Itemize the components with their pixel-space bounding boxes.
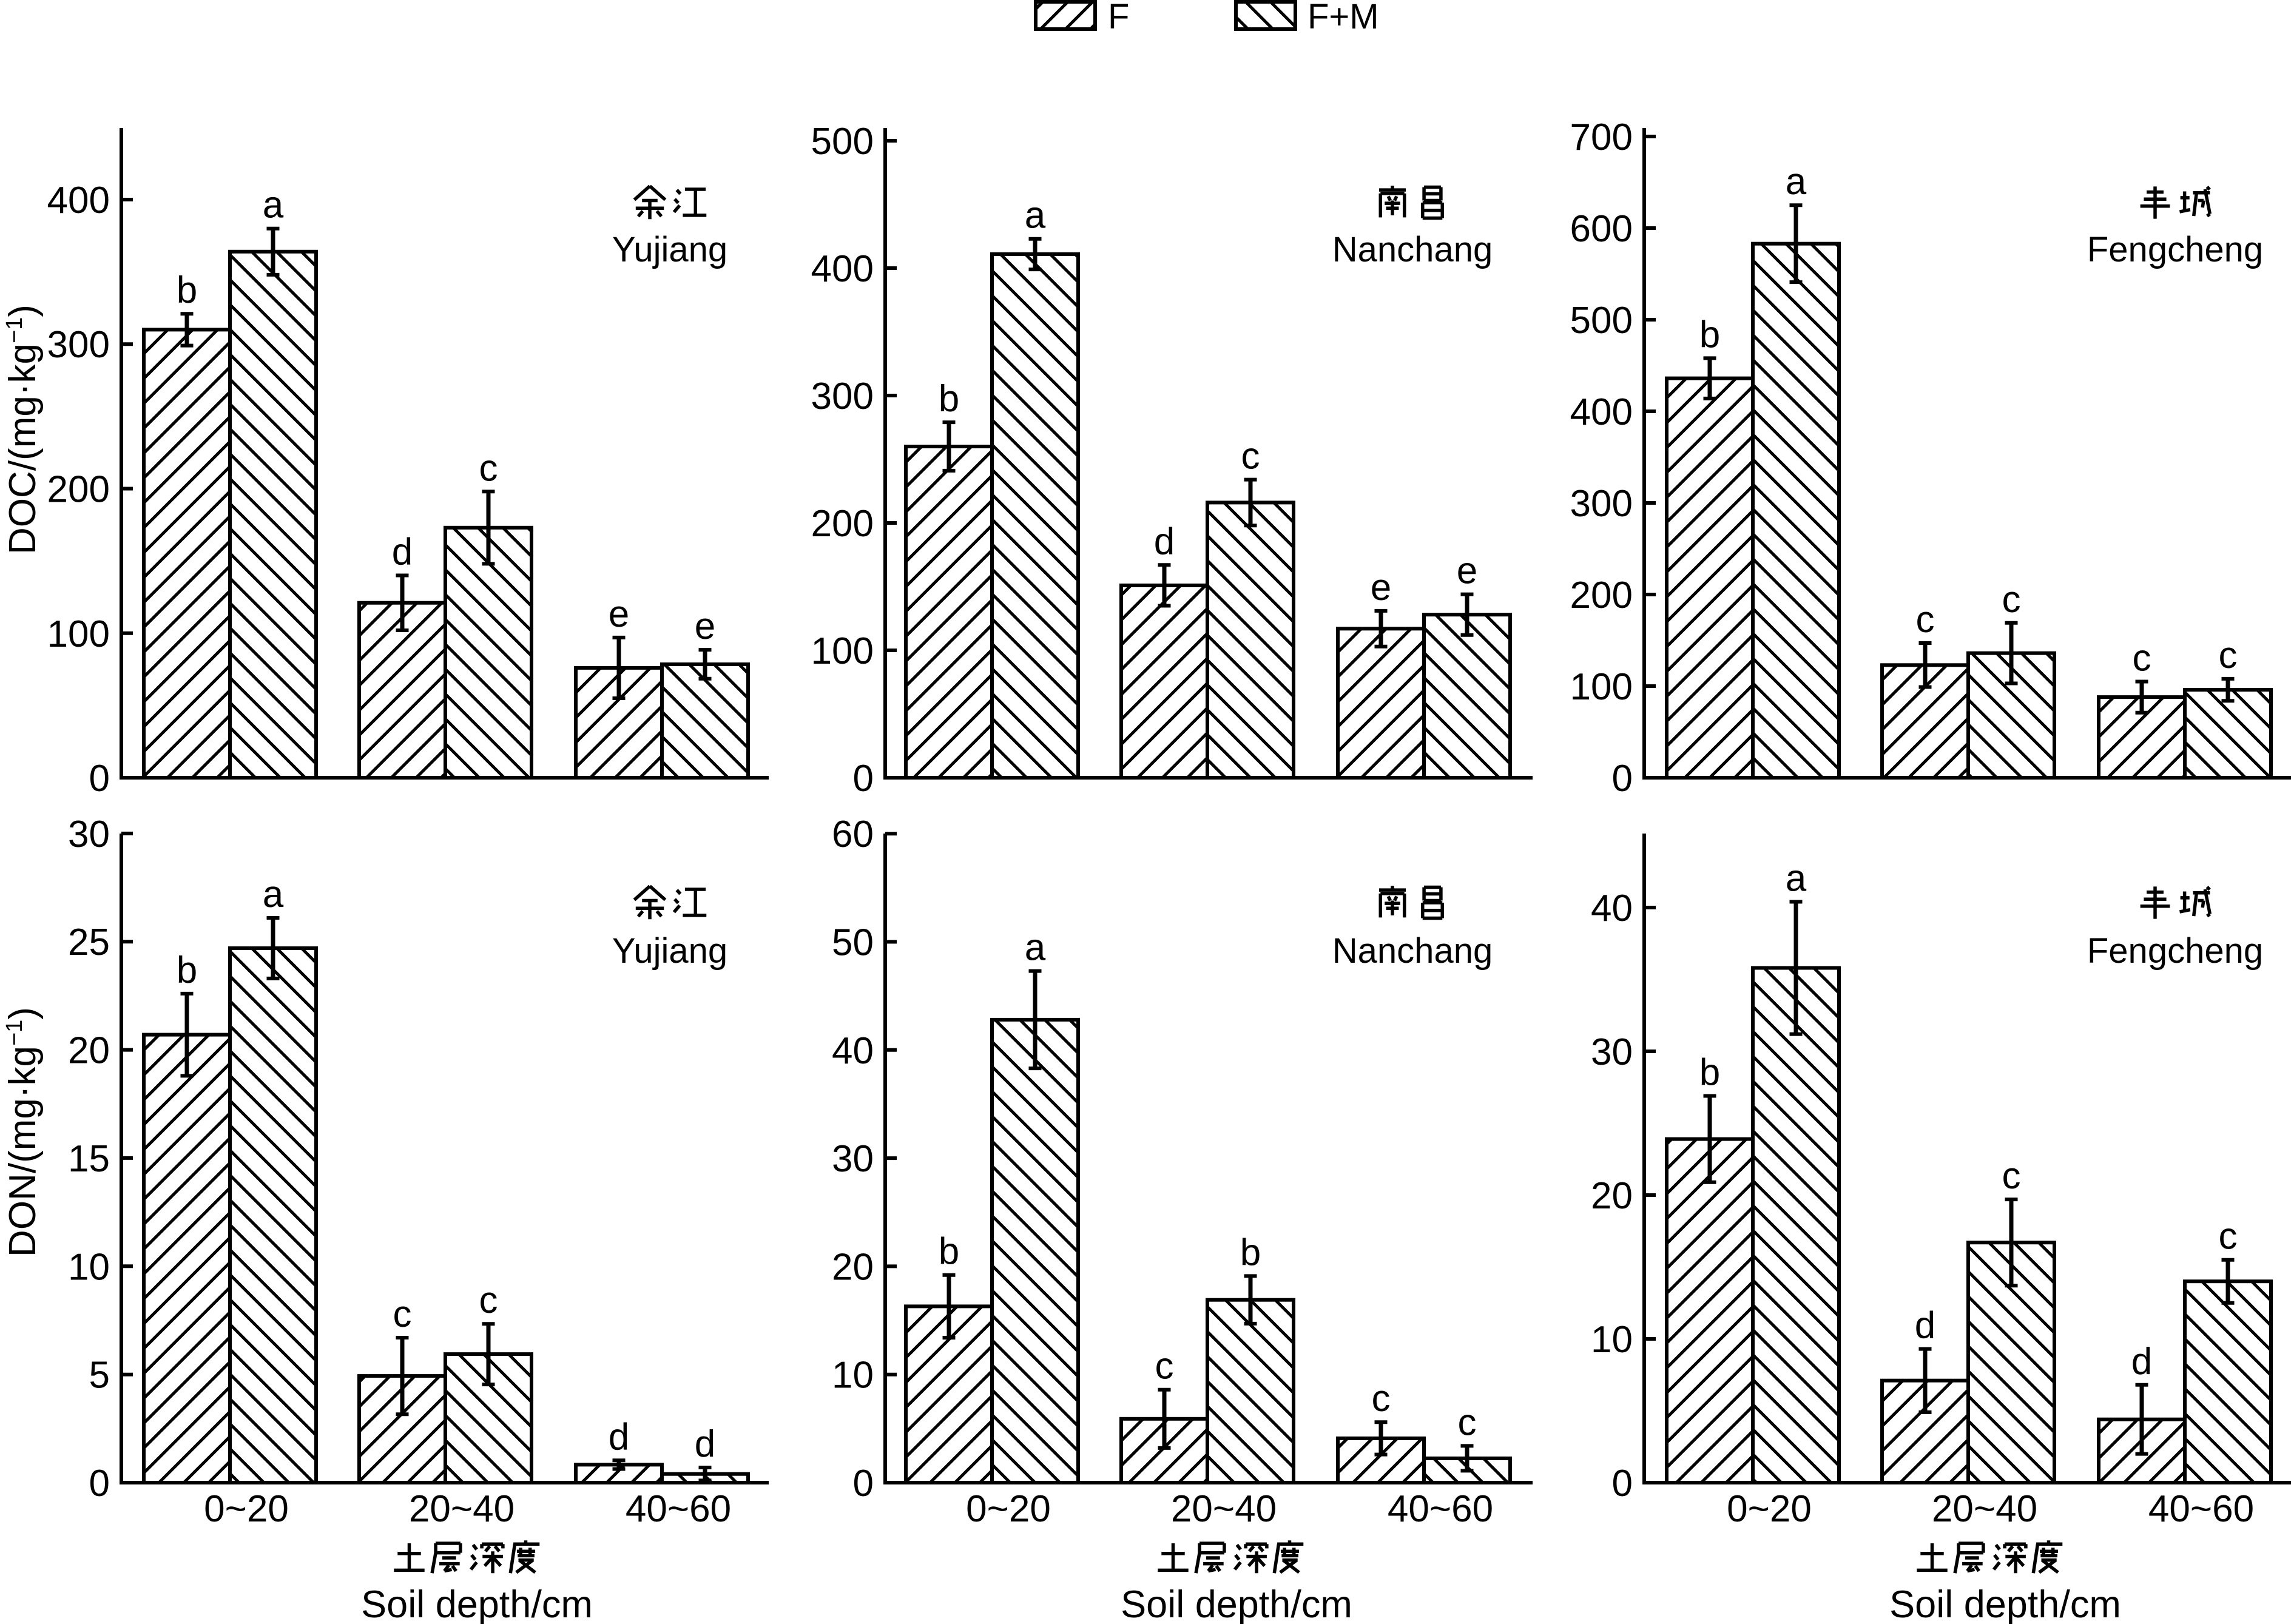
svg-text:400: 400 xyxy=(1570,391,1633,433)
svg-text:a: a xyxy=(1025,195,1046,237)
svg-text:b: b xyxy=(1699,1052,1720,1094)
svg-text:0: 0 xyxy=(89,1463,110,1504)
svg-text:0: 0 xyxy=(89,758,110,800)
svg-text:10: 10 xyxy=(68,1246,110,1288)
svg-text:200: 200 xyxy=(811,503,874,545)
svg-text:d: d xyxy=(1915,1305,1935,1347)
svg-text:d: d xyxy=(609,1416,629,1458)
svg-text:d: d xyxy=(695,1423,715,1465)
svg-text:300: 300 xyxy=(811,376,874,417)
svg-text:Soil depth/cm: Soil depth/cm xyxy=(1889,1583,2121,1624)
svg-text:c: c xyxy=(393,1293,412,1335)
svg-text:c: c xyxy=(1372,1378,1391,1420)
svg-text:25: 25 xyxy=(68,922,110,963)
svg-text:d: d xyxy=(392,531,413,573)
svg-text:b: b xyxy=(177,269,197,311)
svg-text:0~20: 0~20 xyxy=(966,1488,1051,1530)
svg-text:Yujiang: Yujiang xyxy=(612,931,727,971)
svg-text:0: 0 xyxy=(1612,1463,1633,1504)
svg-text:c: c xyxy=(2133,638,2151,679)
svg-text:30: 30 xyxy=(832,1138,874,1180)
svg-text:0: 0 xyxy=(853,1463,874,1504)
svg-text:30: 30 xyxy=(1591,1031,1633,1073)
svg-text:Nanchang: Nanchang xyxy=(1332,230,1493,269)
svg-text:a: a xyxy=(1786,858,1807,900)
svg-text:Yujiang: Yujiang xyxy=(612,230,727,269)
svg-text:e: e xyxy=(1457,550,1477,592)
svg-text:500: 500 xyxy=(1570,300,1633,342)
svg-text:Nanchang: Nanchang xyxy=(1332,931,1493,971)
svg-text:b: b xyxy=(1699,314,1720,355)
svg-text:F: F xyxy=(1108,0,1129,36)
svg-text:b: b xyxy=(177,949,197,991)
svg-text:c: c xyxy=(479,447,498,489)
svg-text:400: 400 xyxy=(811,248,874,290)
svg-text:400: 400 xyxy=(47,180,110,221)
svg-text:0~20: 0~20 xyxy=(204,1488,289,1530)
svg-text:c: c xyxy=(2002,579,2021,621)
svg-text:0: 0 xyxy=(853,758,874,800)
svg-text:15: 15 xyxy=(68,1138,110,1180)
svg-text:e: e xyxy=(609,593,629,635)
svg-text:700: 700 xyxy=(1570,116,1633,158)
svg-text:b: b xyxy=(939,378,959,420)
svg-text:a: a xyxy=(1786,161,1807,203)
svg-text:100: 100 xyxy=(811,630,874,672)
svg-text:200: 200 xyxy=(1570,574,1633,616)
svg-text:Soil depth/cm: Soil depth/cm xyxy=(361,1583,593,1624)
svg-text:20: 20 xyxy=(832,1246,874,1288)
svg-text:DOC/(mg·kg−1): DOC/(mg·kg−1) xyxy=(2,305,44,554)
svg-text:0: 0 xyxy=(1612,758,1633,800)
svg-text:30: 30 xyxy=(68,814,110,855)
svg-text:c: c xyxy=(2219,1216,2238,1258)
svg-text:40: 40 xyxy=(832,1030,874,1072)
svg-text:a: a xyxy=(1025,927,1046,969)
svg-text:5: 5 xyxy=(89,1355,110,1397)
svg-text:d: d xyxy=(2131,1341,2152,1383)
svg-text:20~40: 20~40 xyxy=(1171,1488,1277,1530)
svg-text:20~40: 20~40 xyxy=(409,1488,515,1530)
svg-text:300: 300 xyxy=(1570,483,1633,525)
svg-text:20~40: 20~40 xyxy=(1932,1488,2037,1530)
svg-text:a: a xyxy=(263,184,284,226)
svg-text:c: c xyxy=(2219,635,2238,676)
svg-text:600: 600 xyxy=(1570,208,1633,250)
svg-text:50: 50 xyxy=(832,922,874,964)
svg-text:c: c xyxy=(1916,599,1935,641)
svg-text:c: c xyxy=(1458,1401,1477,1443)
svg-text:40~60: 40~60 xyxy=(2148,1488,2254,1530)
svg-text:b: b xyxy=(939,1231,959,1273)
svg-text:d: d xyxy=(1154,521,1175,562)
svg-text:300: 300 xyxy=(47,324,110,366)
svg-text:DON/(mg·kg−1): DON/(mg·kg−1) xyxy=(2,1007,44,1257)
svg-text:F+M: F+M xyxy=(1307,0,1379,36)
svg-text:c: c xyxy=(1241,436,1260,477)
svg-text:c: c xyxy=(2002,1155,2021,1197)
svg-text:100: 100 xyxy=(47,613,110,655)
svg-text:e: e xyxy=(1371,567,1391,608)
svg-text:40~60: 40~60 xyxy=(1388,1488,1493,1530)
svg-text:Fengcheng: Fengcheng xyxy=(2087,230,2263,269)
svg-text:20: 20 xyxy=(1591,1175,1633,1217)
svg-text:Soil depth/cm: Soil depth/cm xyxy=(1121,1583,1352,1624)
svg-text:20: 20 xyxy=(68,1030,110,1072)
svg-text:40~60: 40~60 xyxy=(626,1488,731,1530)
svg-text:40: 40 xyxy=(1591,888,1633,929)
svg-text:60: 60 xyxy=(832,814,874,855)
svg-text:a: a xyxy=(263,874,284,915)
svg-text:0~20: 0~20 xyxy=(1727,1488,1812,1530)
svg-text:b: b xyxy=(1240,1231,1261,1273)
svg-text:e: e xyxy=(695,605,715,647)
svg-text:c: c xyxy=(479,1279,498,1321)
svg-text:100: 100 xyxy=(1570,666,1633,708)
svg-text:10: 10 xyxy=(1591,1319,1633,1361)
svg-text:Fengcheng: Fengcheng xyxy=(2087,931,2263,971)
svg-text:200: 200 xyxy=(47,469,110,511)
svg-text:c: c xyxy=(1155,1346,1174,1387)
svg-text:500: 500 xyxy=(811,121,874,163)
svg-text:10: 10 xyxy=(832,1355,874,1397)
